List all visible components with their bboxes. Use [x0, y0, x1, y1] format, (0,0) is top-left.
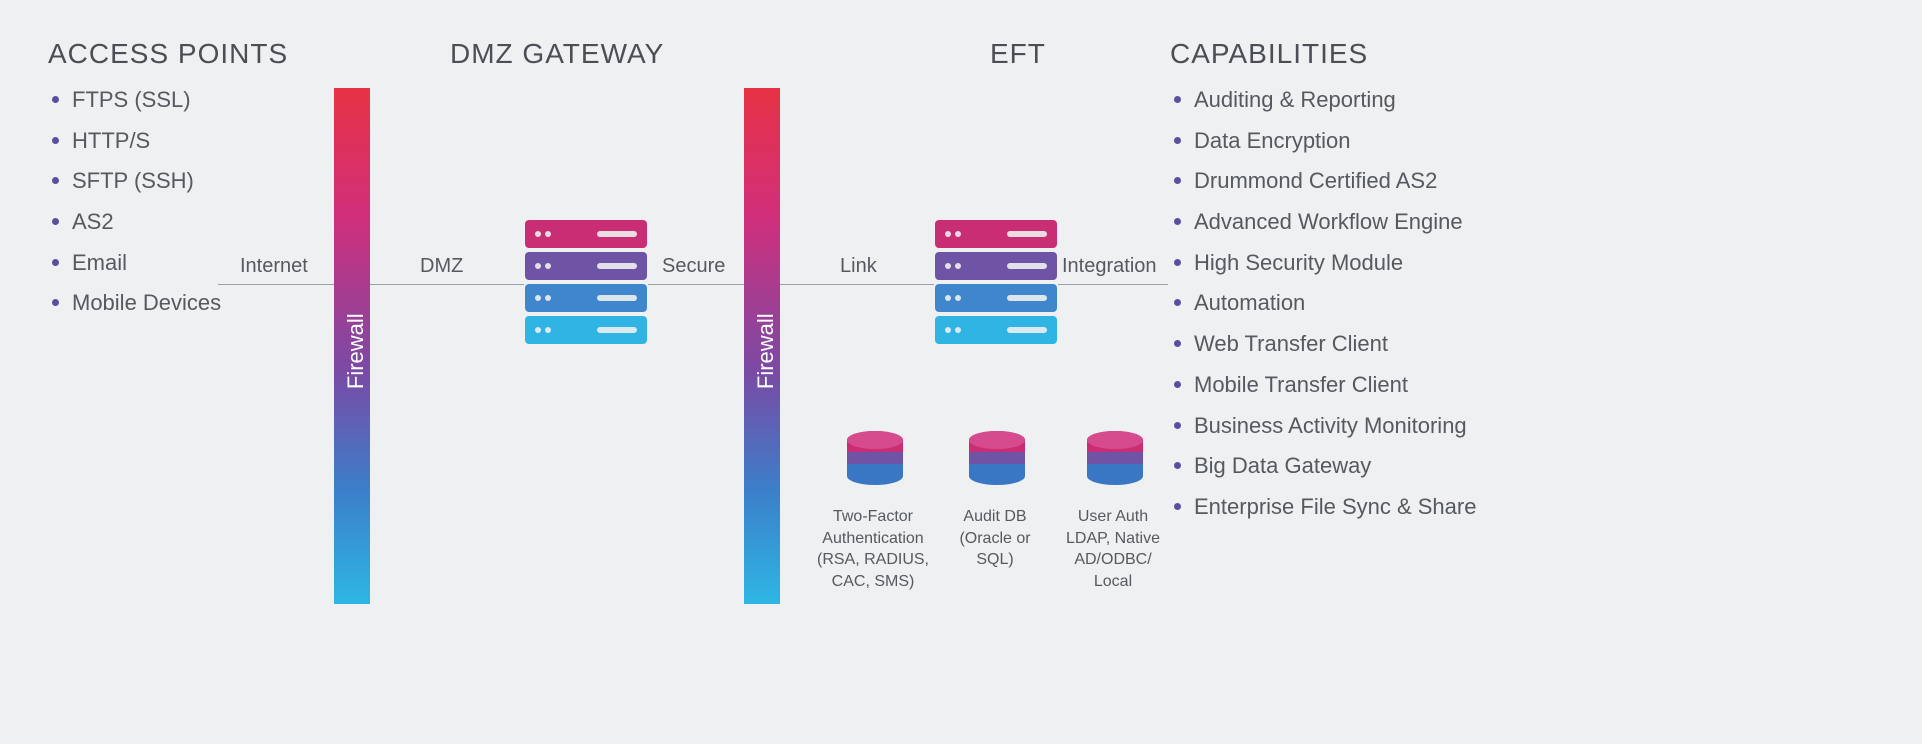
database-audit-icon	[962, 430, 1032, 492]
server-tier	[525, 316, 647, 344]
heading-access-points: ACCESS POINTS	[48, 38, 288, 70]
server-dmz-icon	[525, 220, 647, 348]
list-item: HTTP/S	[48, 121, 221, 162]
list-item: Web Transfer Client	[1170, 324, 1476, 365]
connector-dmz	[370, 284, 524, 285]
list-item: Mobile Devices	[48, 283, 221, 324]
firewall-label: Firewall	[753, 313, 779, 389]
connector-integration	[1058, 284, 1168, 285]
server-tier	[935, 252, 1057, 280]
server-tier	[525, 252, 647, 280]
capabilities-list: Auditing & Reporting Data Encryption Dru…	[1170, 80, 1476, 528]
list-item: Enterprise File Sync & Share	[1170, 487, 1476, 528]
list-item: Auditing & Reporting	[1170, 80, 1476, 121]
connector-label-dmz: DMZ	[420, 255, 463, 282]
heading-capabilities: CAPABILITIES	[1170, 38, 1368, 70]
firewall-1: Firewall	[334, 88, 378, 604]
connector-label-integration: Integration	[1062, 255, 1157, 282]
connector-label-link: Link	[840, 255, 877, 282]
database-audit-label: Audit DB(Oracle orSQL)	[940, 506, 1050, 571]
server-tier	[935, 316, 1057, 344]
database-userauth-label: User AuthLDAP, NativeAD/ODBC/Local	[1058, 506, 1168, 592]
connector-label-secure: Secure	[662, 255, 725, 282]
heading-dmz-gateway: DMZ GATEWAY	[450, 38, 664, 70]
server-tier	[935, 284, 1057, 312]
list-item: Automation	[1170, 283, 1476, 324]
list-item: Email	[48, 243, 221, 284]
server-tier	[525, 284, 647, 312]
list-item: SFTP (SSH)	[48, 161, 221, 202]
firewall-2: Firewall	[744, 88, 788, 604]
database-userauth-icon	[1080, 430, 1150, 492]
list-item: Advanced Workflow Engine	[1170, 202, 1476, 243]
database-two-factor-label: Two-FactorAuthentication(RSA, RADIUS,CAC…	[810, 506, 936, 592]
list-item: Business Activity Monitoring	[1170, 406, 1476, 447]
connector-label-internet: Internet	[240, 255, 308, 282]
list-item: Data Encryption	[1170, 121, 1476, 162]
server-eft-icon	[935, 220, 1057, 348]
list-item: Mobile Transfer Client	[1170, 365, 1476, 406]
connector-secure	[648, 284, 744, 285]
connector-link	[780, 284, 934, 285]
heading-eft: EFT	[990, 38, 1046, 70]
access-points-list: FTPS (SSL) HTTP/S SFTP (SSH) AS2 Email M…	[48, 80, 221, 324]
list-item: High Security Module	[1170, 243, 1476, 284]
server-tier	[935, 220, 1057, 248]
list-item: AS2	[48, 202, 221, 243]
list-item: FTPS (SSL)	[48, 80, 221, 121]
list-item: Drummond Certified AS2	[1170, 161, 1476, 202]
firewall-label: Firewall	[343, 313, 369, 389]
server-tier	[525, 220, 647, 248]
connector-internet	[218, 284, 334, 285]
list-item: Big Data Gateway	[1170, 446, 1476, 487]
database-two-factor-icon	[840, 430, 910, 492]
